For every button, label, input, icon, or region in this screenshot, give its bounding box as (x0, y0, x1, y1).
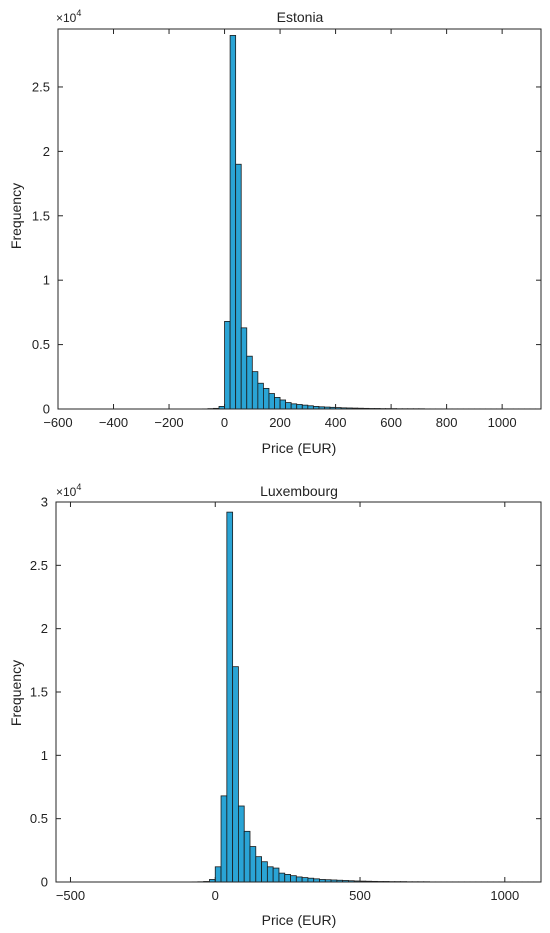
y-axis-multiplier: ×104 (56, 482, 81, 499)
y-tick-label: 1.5 (32, 208, 50, 223)
x-tick-label: −600 (43, 415, 72, 430)
ticks: −500 0 500 1000 0 0.5 1 1.5 2 2.5 3 (30, 495, 541, 903)
y-tick-label: 1 (43, 273, 50, 288)
histogram-bar (238, 805, 245, 883)
histogram-bar (268, 393, 275, 410)
plot-frame (57, 28, 542, 410)
histogram-panel-luxembourg: Luxembourg ×104 Frequency Price (EUR) −5… (8, 482, 542, 928)
histogram-bar (235, 163, 242, 410)
y-tick-label: 0.5 (30, 811, 48, 826)
x-tick-label: 0 (212, 888, 219, 903)
y-axis-multiplier: ×104 (56, 8, 81, 25)
x-tick-label: −400 (99, 415, 128, 430)
x-tick-label: −200 (154, 415, 183, 430)
histogram-bar (272, 867, 280, 883)
histogram-bar (246, 355, 253, 410)
histogram-bar (290, 875, 297, 883)
x-axis-label: Price (EUR) (262, 912, 337, 928)
x-tick-label: 0 (221, 415, 228, 430)
histogram-bar (279, 399, 287, 410)
y-tick-label: 0 (41, 875, 48, 890)
bars (191, 511, 540, 883)
plot-frame (55, 501, 542, 883)
y-tick-label: 2.5 (32, 79, 50, 94)
histogram-bar (296, 404, 303, 410)
histogram-bar (278, 872, 286, 883)
x-tick-label: 800 (436, 415, 458, 430)
y-tick-label: 0.5 (32, 337, 50, 352)
histogram-bar (251, 371, 259, 410)
histogram-bar (249, 846, 257, 883)
x-tick-label: 1000 (490, 888, 519, 903)
x-tick-label: 1000 (488, 415, 517, 430)
histogram-bar (255, 856, 262, 883)
bars (201, 35, 542, 410)
y-tick-label: 0 (43, 402, 50, 417)
x-tick-label: 500 (349, 888, 371, 903)
y-tick-label: 1 (41, 748, 48, 763)
y-tick-label: 2.5 (30, 558, 48, 573)
histogram-bar (285, 402, 292, 410)
histogram-bar (307, 877, 315, 883)
histogram-panel-estonia: Estonia ×104 Frequency Price (EUR) −600−… (8, 8, 542, 456)
x-axis-label: Price (EUR) (262, 440, 337, 456)
y-tick-label: 1.5 (30, 685, 48, 700)
histogram-bar (214, 866, 222, 883)
histogram-bar (263, 387, 270, 410)
chart-title: Luxembourg (260, 483, 338, 499)
histogram-bar (284, 874, 291, 883)
histogram-bar (295, 876, 303, 883)
histogram-bar (220, 795, 228, 883)
x-tick-label: −500 (56, 888, 85, 903)
x-tick-label: 400 (325, 415, 347, 430)
histogram-bar (257, 382, 264, 410)
histogram-bar (240, 327, 248, 410)
histogram-bar (290, 403, 298, 410)
histogram-bar (261, 861, 268, 883)
x-tick-label: 600 (380, 415, 402, 430)
histogram-bar (243, 830, 251, 883)
histogram-bar (301, 404, 309, 410)
histogram-bar (232, 666, 239, 883)
histogram-bar (266, 866, 274, 883)
y-tick-label: 2 (43, 144, 50, 159)
y-axis-label: Frequency (8, 183, 24, 249)
histogram-bar (224, 321, 231, 410)
chart-title: Estonia (277, 9, 324, 25)
ticks: −600 −400 −200 0 200 400 600 800 1000 0 0.5 1 1.5 2 2.… (32, 29, 541, 430)
histogram-bar (274, 397, 281, 410)
histogram-bar (229, 35, 237, 410)
x-tick-label: 200 (269, 415, 291, 430)
y-tick-label: 2 (41, 621, 48, 636)
y-axis-label: Frequency (8, 660, 24, 726)
histogram-bar (301, 877, 309, 883)
y-tick-label: 3 (41, 495, 48, 510)
histogram-bar (226, 511, 234, 883)
